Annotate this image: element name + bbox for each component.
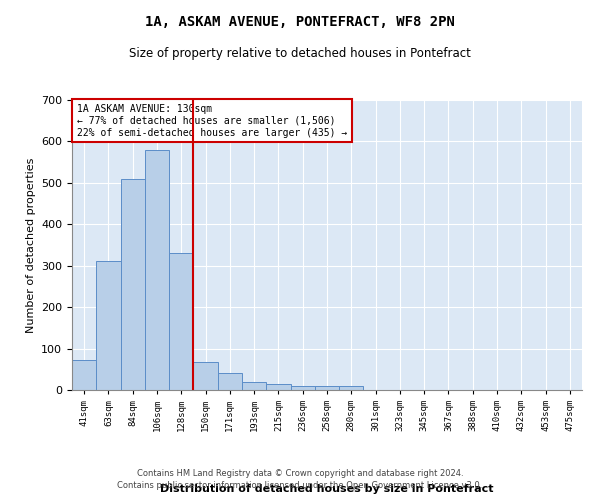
Y-axis label: Number of detached properties: Number of detached properties <box>26 158 35 332</box>
Text: 1A, ASKAM AVENUE, PONTEFRACT, WF8 2PN: 1A, ASKAM AVENUE, PONTEFRACT, WF8 2PN <box>145 15 455 29</box>
Bar <box>169 254 193 390</box>
X-axis label: Distribution of detached houses by size in Pontefract: Distribution of detached houses by size … <box>160 484 494 494</box>
Bar <box>193 362 218 390</box>
Bar <box>121 178 145 390</box>
Bar <box>290 386 315 390</box>
Bar <box>145 150 169 390</box>
Text: 1A ASKAM AVENUE: 130sqm
← 77% of detached houses are smaller (1,506)
22% of semi: 1A ASKAM AVENUE: 130sqm ← 77% of detache… <box>77 104 347 138</box>
Bar <box>72 360 96 390</box>
Bar <box>339 386 364 390</box>
Bar <box>96 260 121 390</box>
Bar <box>266 384 290 390</box>
Text: Size of property relative to detached houses in Pontefract: Size of property relative to detached ho… <box>129 48 471 60</box>
Bar <box>315 386 339 390</box>
Bar <box>242 382 266 390</box>
Bar <box>218 374 242 390</box>
Text: Contains HM Land Registry data © Crown copyright and database right 2024.
Contai: Contains HM Land Registry data © Crown c… <box>118 468 482 490</box>
